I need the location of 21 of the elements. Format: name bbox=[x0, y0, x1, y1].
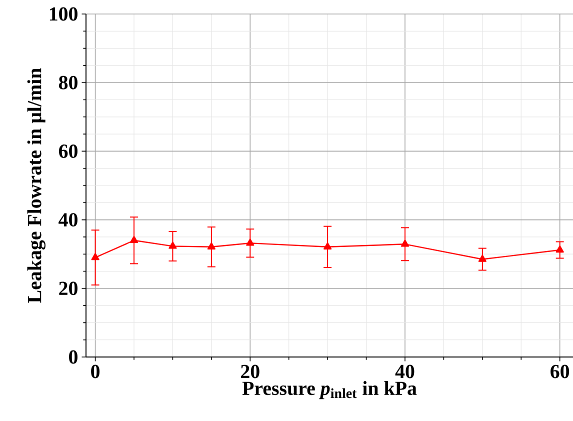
x-tick-label: 20 bbox=[241, 364, 260, 378]
point bbox=[207, 242, 216, 250]
y-tick-label: 80 bbox=[58, 76, 78, 90]
x-tick-label: 0 bbox=[91, 364, 100, 378]
x-tick-label: 60 bbox=[550, 364, 570, 378]
x-tick-label: 40 bbox=[395, 364, 414, 378]
x-axis-title: Pressure p$_{inlet}$ in kPa bbox=[242, 381, 417, 400]
y-tick-label: 20 bbox=[59, 282, 78, 296]
y-tick-label: 40 bbox=[58, 213, 78, 227]
point bbox=[478, 254, 486, 262]
point bbox=[324, 242, 332, 250]
point bbox=[246, 238, 254, 246]
y-tick-label: 60 bbox=[58, 144, 78, 158]
point bbox=[556, 245, 564, 253]
point bbox=[91, 252, 100, 260]
y-axis-title: Leakage Flowrate in μl/min bbox=[27, 68, 46, 303]
y-tick-label: 100 bbox=[50, 7, 78, 21]
point bbox=[400, 240, 410, 247]
y-tick-label: 0 bbox=[69, 350, 78, 364]
point bbox=[168, 242, 177, 249]
point bbox=[130, 236, 138, 243]
